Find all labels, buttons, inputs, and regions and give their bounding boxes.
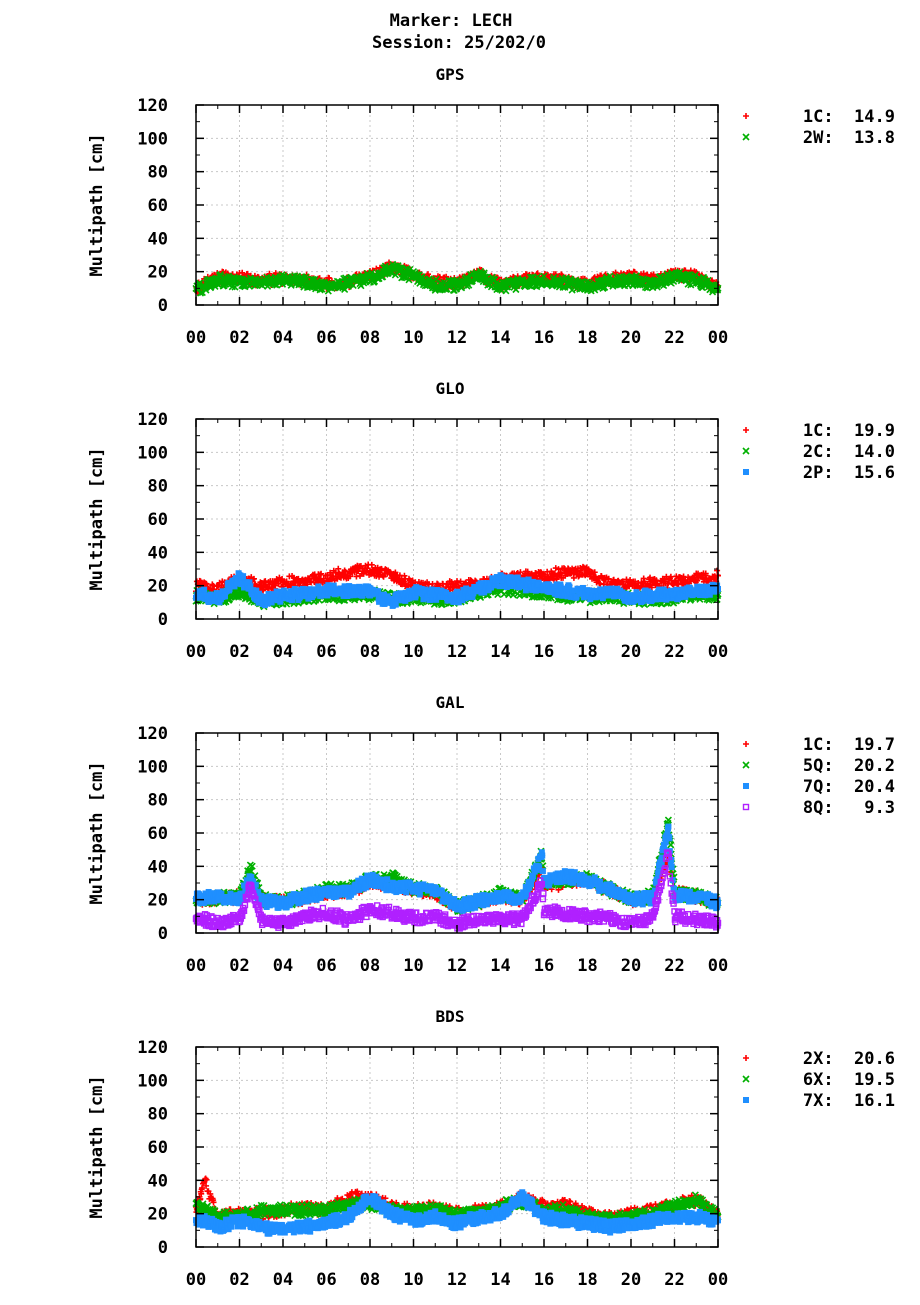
legend-marker: [743, 469, 749, 475]
x-tick-label: 06: [316, 642, 336, 662]
x-tick-label: 08: [360, 642, 380, 662]
header-session: Session: 25/202/0: [372, 33, 546, 53]
x-tick-label: 20: [621, 328, 641, 348]
y-tick-label: 0: [158, 296, 168, 316]
data-point: [240, 573, 246, 579]
y-axis-label: Multipath [cm]: [87, 133, 107, 276]
y-tick-label: 100: [137, 443, 168, 463]
x-tick-label: 06: [316, 328, 336, 348]
y-tick-label: 40: [148, 543, 168, 563]
y-tick-label: 60: [148, 196, 168, 216]
x-tick-label: 10: [403, 328, 423, 348]
x-tick-label: 00: [708, 328, 728, 348]
x-tick-label: 02: [229, 328, 249, 348]
panel-title: GPS: [436, 65, 465, 84]
y-tick-label: 40: [148, 229, 168, 249]
legend-marker: [743, 134, 749, 140]
x-tick-label: 12: [447, 328, 467, 348]
x-tick-label: 16: [534, 642, 554, 662]
x-tick-label: 00: [186, 642, 206, 662]
x-tick-label: 14: [490, 328, 510, 348]
y-tick-label: 20: [148, 263, 168, 283]
x-tick-label: 10: [403, 642, 423, 662]
x-tick-label: 22: [664, 642, 684, 662]
x-tick-label: 16: [534, 328, 554, 348]
x-tick-label: 04: [273, 328, 293, 348]
y-axis-label: Multipath [cm]: [87, 447, 107, 590]
legend-label: 2C: 14.0: [803, 442, 895, 462]
x-tick-label: 00: [708, 642, 728, 662]
x-tick-label: 14: [490, 642, 510, 662]
header-marker: Marker: LECH: [390, 11, 513, 31]
x-tick-label: 02: [229, 642, 249, 662]
panel-title: GAL: [436, 693, 465, 712]
y-tick-label: 100: [137, 129, 168, 149]
legend-label: 1C: 19.9: [803, 421, 895, 441]
x-tick-label: 00: [186, 328, 206, 348]
data-point: [201, 587, 207, 593]
x-tick-label: 08: [360, 328, 380, 348]
y-tick-label: 120: [137, 410, 168, 430]
panel-title: GLO: [436, 379, 465, 398]
x-tick-label: 18: [577, 328, 597, 348]
y-tick-label: 80: [148, 163, 168, 183]
x-tick-label: 12: [447, 642, 467, 662]
x-tick-label: 22: [664, 328, 684, 348]
x-tick-label: 18: [577, 642, 597, 662]
y-tick-label: 20: [148, 577, 168, 597]
y-tick-label: 120: [137, 96, 168, 116]
x-tick-label: 20: [621, 642, 641, 662]
legend-label: 2W: 13.8: [803, 128, 895, 148]
panel-gps: GPS 0 20 40 60 80 100 120 00 02 04 06 08 10 12 14 16 18 20…: [87, 65, 895, 348]
legend-marker: [743, 448, 749, 454]
y-tick-label: 80: [148, 477, 168, 497]
x-tick-label: 04: [273, 642, 293, 662]
legend-marker: [743, 113, 749, 119]
legend-label: 1C: 14.9: [803, 107, 895, 127]
legend-marker: [743, 427, 749, 433]
legend-label: 2P: 15.6: [803, 463, 895, 483]
data-point: [393, 602, 399, 608]
y-tick-label: 0: [158, 610, 168, 630]
y-tick-label: 60: [148, 510, 168, 530]
panel-glo: GLO 0 20 40 60 80 100 120 00 02 04 06 08 10 12 14 16 18 20…: [87, 379, 895, 662]
